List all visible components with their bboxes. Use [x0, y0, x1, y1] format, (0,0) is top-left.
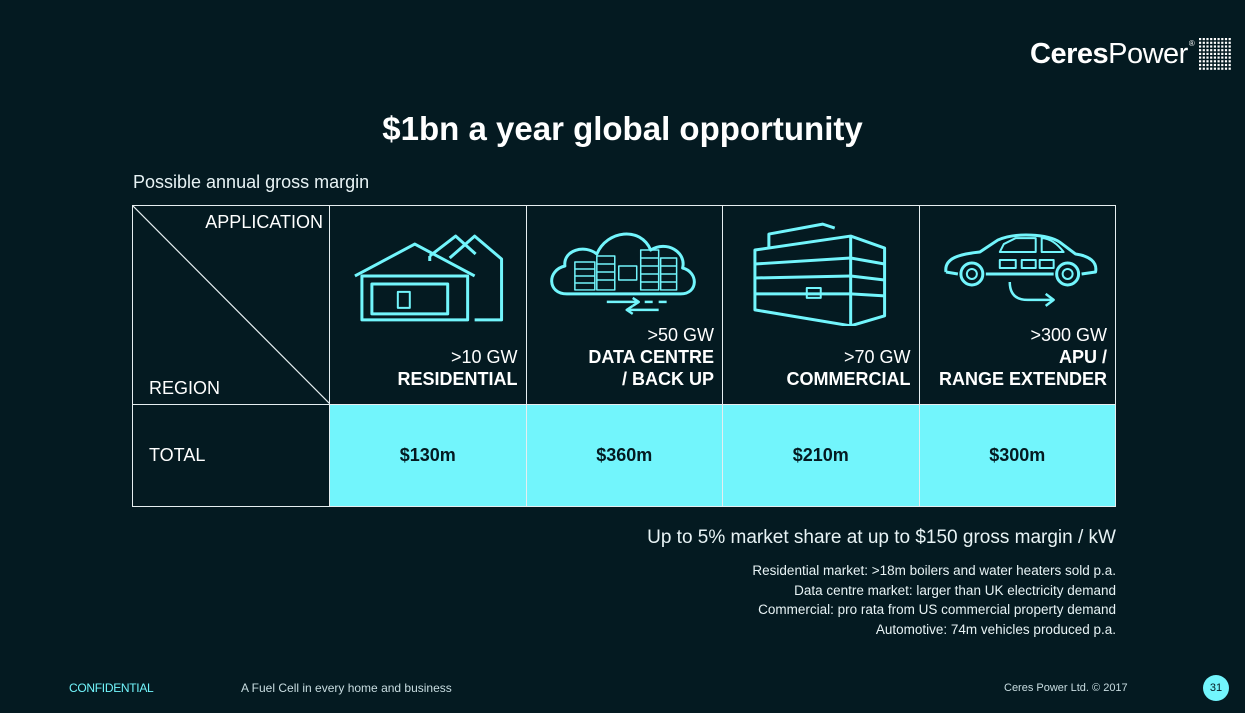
capacity-text: >10 GW: [450, 347, 518, 367]
opportunity-table: APPLICATION REGION >10 GW RESIDENTIAL: [132, 205, 1116, 507]
car-icon: [943, 233, 1097, 307]
application-label: >70 GW COMMERCIAL: [787, 346, 911, 390]
page-number: 31: [1203, 675, 1229, 701]
axis-label-region: REGION: [149, 378, 221, 398]
logo-registered-mark: ®: [1188, 38, 1195, 48]
page-subtitle: Possible annual gross margin: [133, 172, 370, 192]
application-label: >10 GW RESIDENTIAL: [397, 346, 517, 390]
value-apu: $300m: [918, 404, 1116, 507]
row-label-total: TOTAL: [132, 404, 330, 507]
application-residential: >10 GW RESIDENTIAL: [329, 205, 527, 405]
application-data-centre: >50 GW DATA CENTRE / BACK UP: [525, 205, 723, 405]
footnote: Commercial: pro rata from US commercial …: [758, 602, 1116, 617]
diagonal-divider: [133, 206, 330, 404]
copyright: Ceres Power Ltd. © 2017: [1004, 682, 1128, 694]
application-commercial: >70 GW COMMERCIAL: [722, 205, 920, 405]
capacity-text: >70 GW: [843, 347, 911, 367]
table-corner-cell: APPLICATION REGION: [132, 205, 330, 405]
ceres-power-logo: Ceres Power ®: [1030, 34, 1232, 74]
capacity-text: >50 GW: [647, 325, 714, 345]
application-name-line2: / BACK UP: [621, 369, 714, 389]
logo-text-power: Power: [1108, 37, 1188, 70]
application-name: COMMERCIAL: [786, 369, 911, 389]
cloud-server-icon: [549, 232, 696, 315]
application-apu: >300 GW APU / RANGE EXTENDER: [918, 205, 1116, 405]
value-commercial: $210m: [722, 404, 920, 507]
footnote: Residential market: >18m boilers and wat…: [752, 563, 1116, 578]
application-label: >300 GW APU / RANGE EXTENDER: [939, 324, 1107, 390]
logo-text-ceres: Ceres: [1030, 37, 1109, 70]
capacity-text: >300 GW: [1030, 325, 1107, 345]
building-icon: [753, 222, 887, 326]
house-icon: [354, 234, 504, 322]
application-name: DATA CENTRE: [588, 347, 714, 367]
footnote: Data centre market: larger than UK elect…: [794, 582, 1116, 598]
tagline: A Fuel Cell in every home and business: [241, 681, 452, 695]
application-name: RESIDENTIAL: [397, 369, 518, 389]
confidential-label: CONFIDENTIAL: [69, 681, 154, 695]
footnotes: Residential market: >18m boilers and wat…: [752, 561, 1116, 639]
footnote: Automotive: 74m vehicles produced p.a.: [875, 621, 1116, 637]
axis-label-application: APPLICATION: [205, 212, 323, 232]
application-label: >50 GW DATA CENTRE / BACK UP: [588, 324, 714, 390]
application-name: APU /: [1058, 347, 1107, 367]
market-share-statement: Up to 5% market share at up to $150 gros…: [647, 527, 1116, 548]
value-data-centre: $360m: [525, 404, 723, 507]
page-title: $1bn a year global opportunity: [382, 110, 863, 147]
value-residential: $130m: [329, 404, 527, 507]
application-name-line2: RANGE EXTENDER: [938, 369, 1107, 389]
dot-grid-icon: [1198, 38, 1231, 70]
